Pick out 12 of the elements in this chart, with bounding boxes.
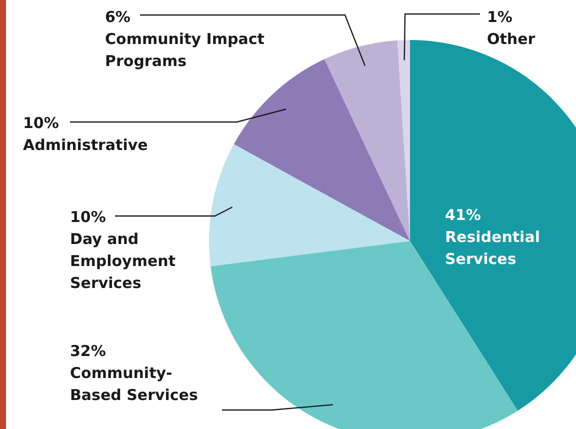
data-label: 6%	[105, 8, 130, 26]
data-label: 32%	[70, 342, 106, 360]
slice-label: Community-Based Services	[70, 364, 198, 404]
slice-label: Community Impact Programs	[105, 30, 264, 70]
slice-label: Other	[487, 30, 536, 48]
slice-label: Day and Employment Services	[70, 230, 176, 292]
data-label: 10%	[70, 208, 106, 226]
data-label: 10%	[23, 114, 59, 132]
slice-label: Administrative	[23, 136, 148, 154]
data-label: 41%	[445, 206, 481, 224]
data-label: 1%	[487, 8, 512, 26]
slice-label: Residential Services	[445, 228, 540, 268]
